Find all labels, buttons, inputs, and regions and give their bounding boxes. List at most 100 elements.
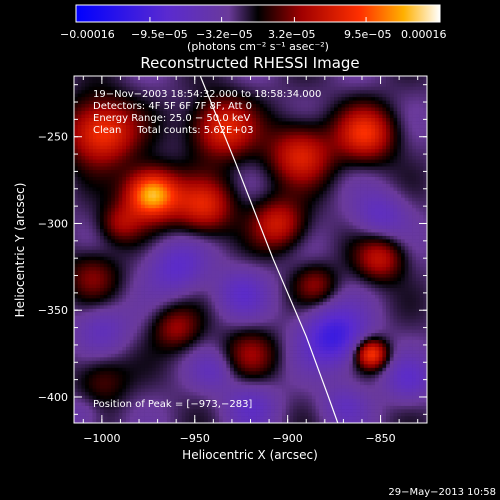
heatmap-cell [133, 148, 138, 153]
heatmap-cell [170, 207, 175, 212]
heatmap-cell [88, 416, 93, 420]
heatmap-cell [248, 395, 253, 400]
heatmap-cell [159, 259, 164, 264]
heatmap-cell [170, 200, 175, 205]
heatmap-cell [111, 176, 116, 181]
heatmap-cell [163, 402, 168, 406]
heatmap-cell [218, 322, 223, 327]
heatmap-cell [122, 89, 127, 94]
heatmap-cell [100, 298, 105, 302]
heatmap-cell [96, 256, 101, 261]
heatmap-cell [244, 280, 249, 285]
heatmap-cell [170, 162, 175, 167]
heatmap-cell [215, 370, 220, 375]
heatmap-cell [248, 280, 253, 285]
heatmap-cell [248, 103, 253, 108]
heatmap-cell [237, 374, 242, 379]
heatmap-cell [248, 301, 253, 306]
heatmap-cell [174, 176, 179, 181]
heatmap-cell [133, 294, 138, 299]
heatmap-cell [85, 103, 90, 108]
heatmap-cell [252, 197, 257, 202]
heatmap-cell [118, 166, 123, 170]
heatmap-cell [211, 148, 216, 153]
heatmap-cell [88, 364, 93, 368]
heatmap-cell [122, 204, 127, 209]
heatmap-cell [241, 96, 246, 101]
heatmap-cell [152, 329, 157, 334]
heatmap-cell [218, 350, 223, 354]
heatmap-cell [174, 221, 179, 226]
heatmap-cell [155, 110, 160, 115]
heatmap-cell [163, 242, 168, 247]
heatmap-cell [207, 225, 212, 229]
heatmap-cell [166, 280, 171, 285]
heatmap-cell [103, 416, 108, 420]
heatmap-cell [174, 249, 179, 254]
heatmap-cell [118, 117, 123, 122]
heatmap-cell [204, 96, 209, 101]
heatmap-cell [166, 339, 171, 344]
heatmap-cell [244, 176, 249, 181]
heatmap-cell [185, 107, 190, 111]
heatmap-cell [163, 249, 168, 254]
heatmap-cell [237, 197, 242, 202]
heatmap-cell [111, 114, 116, 118]
heatmap-cell [252, 273, 257, 278]
heatmap-cell [192, 86, 197, 91]
heatmap-cell [166, 214, 171, 219]
heatmap-cell [118, 377, 123, 382]
heatmap-cell [126, 308, 131, 313]
heatmap-cell [163, 235, 168, 240]
heatmap-cell [100, 311, 105, 316]
heatmap-cell [140, 155, 145, 160]
heatmap-cell [144, 242, 149, 247]
heatmap-cell [230, 166, 235, 170]
heatmap-cell [140, 235, 145, 240]
heatmap-cell [114, 197, 119, 202]
heatmap-cell [252, 409, 257, 413]
heatmap-cell [100, 388, 105, 393]
heatmap-cell [226, 259, 231, 264]
heatmap-cell [163, 374, 168, 379]
heatmap-cell [152, 416, 157, 420]
heatmap-cell [74, 214, 79, 219]
heatmap-cell [218, 329, 223, 334]
heatmap-cell [118, 259, 123, 264]
heatmap-cell [137, 204, 142, 209]
heatmap-cell [207, 249, 212, 254]
heatmap-cell [166, 246, 171, 250]
heatmap-cell [181, 190, 186, 195]
heatmap-cell [192, 152, 197, 157]
heatmap-cell [166, 166, 171, 170]
heatmap-cell [77, 239, 82, 243]
heatmap-cell [207, 280, 212, 285]
heatmap-cell [170, 211, 175, 216]
heatmap-cell [137, 298, 142, 302]
heatmap-cell [226, 249, 231, 254]
heatmap-cell [100, 232, 105, 236]
heatmap-cell [92, 228, 97, 233]
heatmap-cell [196, 82, 201, 87]
heatmap-cell [248, 190, 253, 195]
heatmap-cell [207, 332, 212, 337]
heatmap-cell [140, 228, 145, 233]
heatmap-cell [118, 141, 123, 146]
heatmap-cell [189, 298, 194, 302]
heatmap-cell [129, 214, 134, 219]
heatmap-cell [118, 388, 123, 393]
heatmap-cell [200, 211, 205, 216]
heatmap-cell [100, 204, 105, 209]
heatmap-cell [207, 218, 212, 223]
heatmap-cell [215, 402, 220, 406]
heatmap-cell [100, 318, 105, 323]
heatmap-cell [144, 141, 149, 146]
heatmap-cell [126, 263, 131, 268]
heatmap-cell [140, 291, 145, 295]
heatmap-cell [81, 107, 86, 111]
heatmap-cell [189, 121, 194, 125]
heatmap-cell [207, 141, 212, 146]
heatmap-cell [256, 200, 261, 205]
heatmap-cell [163, 187, 168, 191]
heatmap-cell [85, 370, 90, 375]
